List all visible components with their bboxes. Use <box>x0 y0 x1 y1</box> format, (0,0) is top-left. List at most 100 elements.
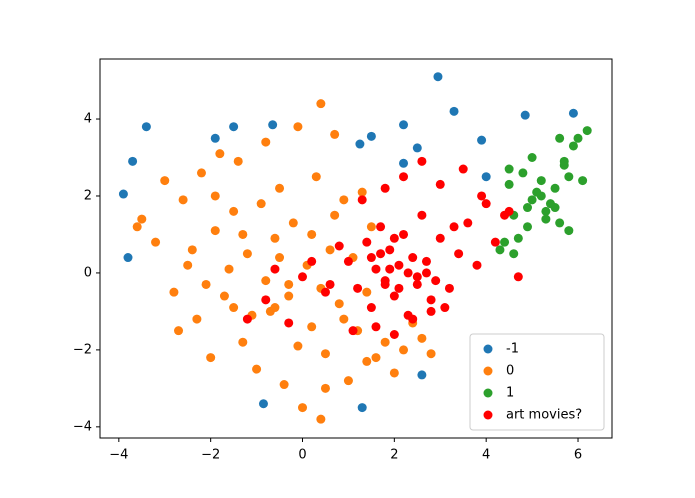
point <box>355 139 365 149</box>
point <box>523 222 533 232</box>
point <box>389 368 399 378</box>
point <box>564 226 574 236</box>
point <box>412 143 422 153</box>
point <box>582 126 592 136</box>
point <box>270 303 280 313</box>
point <box>500 237 510 247</box>
point <box>357 195 367 205</box>
point <box>504 179 514 189</box>
point <box>555 218 565 228</box>
point <box>578 176 588 186</box>
point <box>187 245 197 255</box>
point <box>192 314 202 324</box>
point <box>307 322 317 332</box>
x-tick-label: −2 <box>201 448 220 463</box>
point <box>357 403 367 413</box>
point <box>490 237 500 247</box>
point <box>261 295 271 305</box>
point <box>339 314 349 324</box>
point <box>123 253 133 263</box>
point <box>376 249 386 259</box>
point <box>137 214 147 224</box>
point <box>343 256 353 266</box>
point <box>412 272 422 282</box>
point <box>550 183 560 193</box>
legend-box <box>469 333 605 431</box>
point <box>385 264 395 274</box>
point <box>433 72 443 82</box>
point <box>196 168 206 178</box>
point <box>568 108 578 118</box>
point <box>389 329 399 339</box>
point <box>252 364 262 374</box>
point <box>224 264 234 274</box>
point <box>440 303 450 313</box>
point <box>229 122 239 132</box>
point <box>431 276 441 286</box>
point <box>495 245 505 255</box>
point <box>417 156 427 166</box>
legend-marker <box>483 410 493 420</box>
x-tick-label: 0 <box>298 448 306 463</box>
point <box>458 164 468 174</box>
x-tick-label: 4 <box>482 448 490 463</box>
point <box>362 356 372 366</box>
point <box>449 106 459 116</box>
point <box>270 264 280 274</box>
point <box>449 222 459 232</box>
point <box>320 383 330 393</box>
point <box>279 380 289 390</box>
point <box>210 133 220 143</box>
point <box>477 191 487 201</box>
point <box>210 191 220 201</box>
y-tick-label: 4 <box>84 112 92 127</box>
point <box>366 303 376 313</box>
point <box>343 376 353 386</box>
y-tick-label: 2 <box>84 188 92 203</box>
point <box>399 345 409 355</box>
point <box>426 295 436 305</box>
point <box>523 203 533 213</box>
point <box>568 141 578 151</box>
point <box>316 414 326 424</box>
point <box>520 110 530 120</box>
point <box>320 287 330 297</box>
point <box>311 172 321 182</box>
point <box>288 218 298 228</box>
point <box>366 222 376 232</box>
point <box>215 149 225 159</box>
plot-frame <box>99 58 613 439</box>
point <box>371 322 381 332</box>
x-tick-label: 2 <box>390 448 398 463</box>
legend-marker <box>483 388 493 398</box>
point <box>509 249 519 259</box>
point <box>376 222 386 232</box>
point <box>421 268 431 278</box>
point <box>421 256 431 266</box>
point <box>316 99 326 109</box>
point <box>380 337 390 347</box>
point <box>408 314 418 324</box>
point <box>472 260 482 270</box>
point <box>444 283 454 293</box>
point <box>385 245 395 255</box>
point <box>366 131 376 141</box>
point <box>481 199 491 209</box>
point <box>435 179 445 189</box>
point <box>477 135 487 145</box>
point <box>298 403 308 413</box>
point <box>229 206 239 216</box>
point <box>541 214 551 224</box>
point <box>348 326 358 336</box>
point <box>293 341 303 351</box>
point <box>371 353 381 363</box>
point <box>334 299 344 309</box>
point <box>500 210 510 220</box>
point <box>238 337 248 347</box>
point <box>399 172 409 182</box>
point <box>298 272 308 282</box>
point <box>513 272 523 282</box>
point <box>201 279 211 289</box>
point <box>426 349 436 359</box>
y-tick-label: −2 <box>73 342 92 357</box>
